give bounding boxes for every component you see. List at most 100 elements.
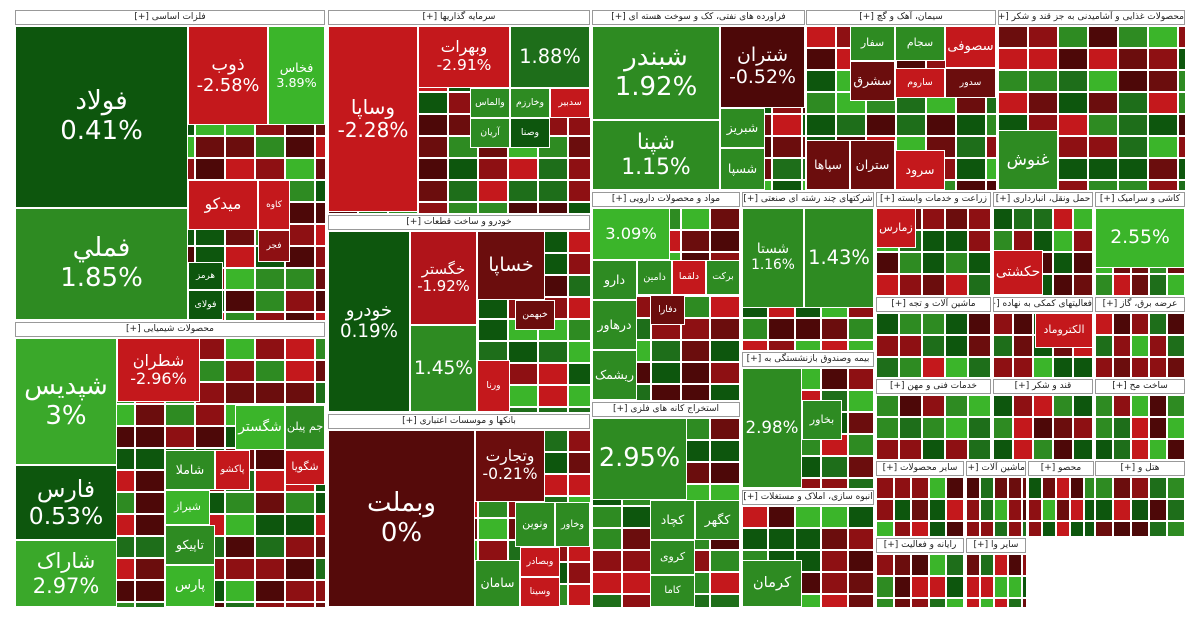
small-tile: [993, 357, 1013, 377]
small-tile: [1131, 439, 1149, 459]
stock-tile: سصوفی: [945, 26, 996, 68]
small-tile: [508, 385, 538, 407]
symbol: سفار: [860, 36, 885, 50]
stock-tile: شاملا: [165, 450, 215, 490]
small-tile: [1058, 48, 1088, 70]
small-tile: [592, 594, 622, 607]
small-tile: [946, 499, 964, 521]
small-tile: [1028, 70, 1058, 92]
small-tile: [710, 296, 740, 318]
sector: شرکتهای چند رشته ای صنعتی [+] شستا 1.16% 1.…: [742, 192, 874, 350]
stock-tile: حکشتی: [993, 250, 1043, 295]
stock-tile: سامان: [475, 560, 520, 607]
small-tile: [255, 382, 285, 404]
change: 0.19%: [340, 320, 398, 342]
small-tile: [710, 418, 740, 440]
small-tile: [621, 550, 652, 572]
small-tile: [710, 318, 740, 340]
stock-tile: شپدیس 3%: [15, 338, 117, 465]
small-tile: [478, 180, 508, 202]
small-tile: [1178, 26, 1185, 48]
change: 0.53%: [28, 501, 104, 530]
symbol: خبهمن: [522, 308, 548, 320]
small-tile: [1131, 335, 1149, 357]
small-tile: [568, 430, 590, 452]
small-tile: [1058, 158, 1088, 180]
small-tile: [1113, 477, 1131, 499]
small-tile: [225, 558, 255, 580]
small-tile: [876, 598, 894, 607]
small-tile: [1148, 48, 1178, 70]
stock-tile: ستران: [850, 140, 895, 190]
small-tile: [568, 584, 590, 606]
small-tile: [680, 230, 711, 252]
small-tile: [994, 521, 1008, 536]
symbol: شیراز: [174, 500, 201, 514]
sector: مواد و محصولات دارویی [+] 3.09% برکت دلقما د…: [592, 192, 740, 400]
small-tile: [847, 318, 874, 340]
sector-title: فلزات اساسی [+]: [15, 10, 325, 25]
small-tile: [993, 417, 1013, 439]
small-tile: [418, 202, 448, 213]
small-tile: [508, 407, 538, 412]
symbol: جم پیلن: [286, 420, 324, 434]
stock-tile: دامین: [637, 260, 672, 295]
stock-tile: فملي 1.85%: [15, 208, 188, 320]
small-tile: [1070, 521, 1084, 536]
small-tile: [980, 499, 994, 521]
stock-tile: فارس 0.53%: [15, 465, 117, 540]
small-tile: [315, 536, 325, 558]
small-tile: [1033, 357, 1053, 377]
small-tile: [568, 275, 590, 297]
sector-title: هتل و [+]: [1095, 461, 1185, 476]
sector-title: کاشی و سرامیک [+]: [1095, 192, 1185, 207]
small-tile: [1070, 499, 1084, 521]
small-tile: [1008, 576, 1022, 598]
small-tile: [1013, 395, 1033, 417]
small-tile: [1095, 357, 1113, 377]
symbol: کروی: [659, 550, 686, 564]
small-tile: [448, 180, 478, 202]
symbol: فملي: [72, 233, 131, 264]
stock-tile: کرمان: [742, 560, 802, 607]
small-tile: [980, 598, 994, 607]
small-tile: [1008, 477, 1022, 499]
symbol: پاکشو: [220, 464, 245, 476]
small-tile: [135, 470, 165, 492]
stock-tile: شاراک 2.97%: [15, 540, 117, 607]
small-tile: [621, 506, 652, 528]
small-tile: [986, 136, 996, 158]
small-tile: [165, 404, 195, 426]
small-tile: [1149, 357, 1167, 377]
small-tile: [255, 580, 285, 602]
small-tile: [928, 554, 947, 576]
small-tile: [568, 606, 590, 607]
small-tile: [508, 180, 538, 202]
small-tile: [418, 158, 448, 180]
small-tile: [1056, 499, 1070, 521]
small-tile: [893, 521, 912, 536]
small-tile: [794, 528, 822, 550]
symbol: شپدیس: [24, 370, 108, 401]
small-tile: [508, 158, 538, 180]
small-tile: [1131, 499, 1149, 521]
change: 1.88%: [519, 44, 581, 68]
small-tile: [1022, 521, 1026, 536]
small-tile: [448, 202, 478, 213]
small-tile: [508, 341, 538, 363]
small-tile: [285, 580, 315, 602]
stock-tile: کگهر: [695, 500, 740, 540]
stock-tile: سرود: [895, 150, 945, 190]
small-tile: [1178, 48, 1185, 70]
small-tile: [135, 558, 165, 580]
stock-tile: شتران -0.52%: [720, 26, 805, 108]
small-tile: [1131, 521, 1149, 536]
small-tile: [899, 252, 922, 274]
small-tile: [893, 554, 912, 576]
small-tile: [968, 252, 991, 274]
sector-title: فراورده های نفتی، کک و سوخت هسته ای [+]: [592, 10, 805, 25]
sector: بیمه وصندوق بازنشستگی به [+] 2.98% بخاور: [742, 352, 874, 488]
stock-tile: 3.09%: [592, 208, 670, 260]
small-tile: [680, 296, 711, 318]
small-tile: [968, 357, 991, 377]
